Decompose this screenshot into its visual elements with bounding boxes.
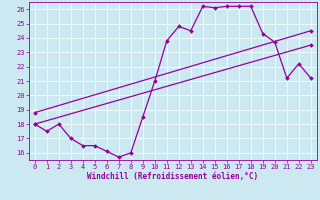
X-axis label: Windchill (Refroidissement éolien,°C): Windchill (Refroidissement éolien,°C) — [87, 172, 258, 181]
